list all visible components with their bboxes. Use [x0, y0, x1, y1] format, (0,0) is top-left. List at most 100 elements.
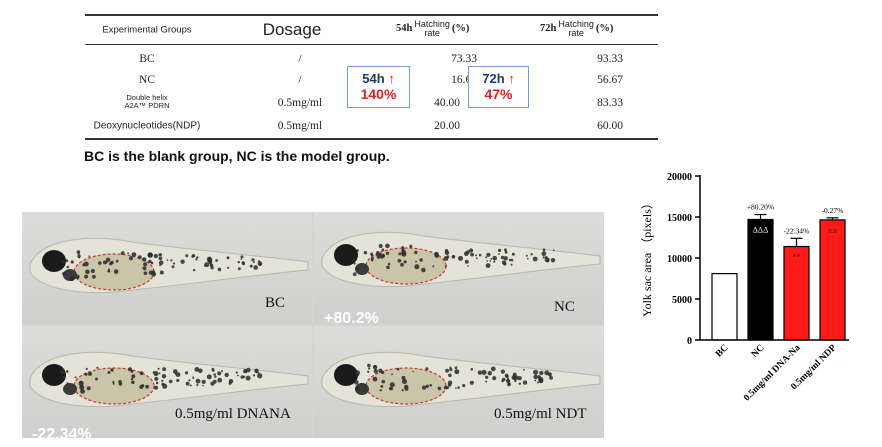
pigment-spot [240, 255, 244, 259]
pigment-spot [211, 369, 215, 372]
pigment-spot [213, 373, 216, 376]
pigment-spot [69, 276, 75, 282]
row-pdrn-dosage: 0.5mg/ml [277, 97, 323, 109]
bar-change-annotation: -0.27% [822, 206, 844, 215]
pigment-spot [237, 267, 241, 271]
pigment-spot [492, 255, 497, 261]
pigment-spot [523, 368, 525, 371]
pigment-spot [449, 368, 453, 372]
pigment-spot [64, 387, 66, 390]
pigment-spot [74, 376, 77, 379]
row-ndp-dosage: 0.5mg/ml [277, 120, 323, 132]
pigment-spot [355, 386, 360, 391]
pigment-spot [235, 371, 238, 374]
pigment-spot [512, 372, 517, 377]
pigment-spot [437, 386, 442, 391]
pigment-spot [98, 261, 102, 265]
pigment-spot [490, 258, 493, 260]
pigment-spot [184, 371, 189, 375]
pigment-spot [514, 379, 517, 383]
pigment-spot [155, 381, 159, 385]
header-72h-hatching: 72h Hatching rate (%) [540, 20, 613, 38]
header-72h-label-line2: rate [568, 27, 584, 38]
pigment-spot [485, 263, 491, 268]
pigment-spot [401, 389, 404, 392]
pigment-spot [92, 274, 96, 279]
pigment-spot [504, 250, 508, 254]
pigment-spot [481, 369, 487, 375]
fish-otic [63, 383, 77, 395]
pigment-spot [255, 371, 258, 374]
pigment-spot [82, 263, 86, 267]
pigment-spot [368, 367, 371, 370]
pigment-spot [458, 255, 463, 261]
pigment-spot [501, 377, 506, 382]
pigment-spot [541, 251, 547, 257]
pigment-spot [79, 385, 85, 390]
pigment-spot [363, 251, 368, 255]
photo-dnana-label: 0.5mg/ml DNANA [175, 406, 291, 422]
pigment-spot [66, 382, 69, 385]
pigment-spot [112, 382, 115, 385]
pigment-spot [208, 260, 213, 265]
zebrafish-nc-image [321, 231, 601, 288]
y-tick-label: 0 [687, 336, 692, 347]
y-tick-label: 5000 [672, 295, 692, 306]
pigment-spot [421, 385, 427, 390]
chart-x-tick-labels: BC NC0.5mg/ml DNA-Na0.5mg/ml NDP [714, 343, 839, 404]
pigment-spot [201, 379, 206, 384]
pigment-spot [475, 254, 477, 257]
pigment-spot [118, 380, 122, 384]
pigment-spot [432, 265, 435, 268]
header-72h-time: 72h [540, 23, 557, 34]
pigment-spot [110, 260, 114, 265]
zebrafish-ndt-image [321, 351, 601, 408]
bar-0 [711, 272, 738, 341]
pigment-spot [469, 248, 474, 253]
photo-bc-label: BC [265, 295, 286, 311]
pigment-spot [448, 373, 452, 378]
pigment-spot [476, 257, 478, 260]
pigment-spot [401, 249, 404, 252]
bar-significance-mark: ** [793, 253, 801, 262]
pigment-spot [224, 372, 229, 378]
pigment-spot [204, 262, 210, 268]
pigment-spot [245, 375, 251, 381]
pigment-spot [373, 369, 378, 374]
pigment-spot [157, 367, 160, 370]
y-tick-label: 10000 [667, 254, 692, 265]
pigment-spot [464, 251, 469, 256]
pigment-spot [131, 252, 137, 257]
pigment-spot [107, 270, 110, 273]
pigment-spot [113, 269, 119, 274]
pigment-spot [192, 268, 196, 272]
pigment-spot [228, 379, 234, 384]
pigment-spot [251, 258, 255, 262]
callout-54h: 54h ↑ 140% [347, 66, 410, 108]
pigment-spot [176, 378, 180, 383]
row-bc-dosage: / [298, 53, 302, 65]
pigment-spot [356, 374, 359, 377]
pigment-spot [78, 380, 84, 387]
pigment-spot [360, 382, 363, 385]
pigment-spot [409, 244, 413, 248]
x-tick-label: BC [714, 343, 731, 360]
pigment-spot [425, 367, 429, 371]
pigment-spot [154, 376, 159, 381]
pigment-spot [522, 380, 528, 385]
pigment-spot [470, 368, 474, 371]
pigment-spot [492, 376, 497, 381]
pigment-spot [96, 366, 99, 369]
pigment-spot [446, 386, 450, 390]
header-72h-label: Hatching rate [558, 20, 594, 38]
pigment-spot [217, 371, 222, 376]
pigment-spot [61, 259, 66, 264]
callout-72h-value: 47% [484, 86, 513, 102]
pigment-spot [530, 253, 533, 256]
pigment-spot [130, 370, 134, 373]
pigment-spot [173, 262, 176, 265]
pigment-spot [237, 260, 240, 264]
pigment-spot [202, 384, 204, 387]
pigment-spot [131, 380, 135, 385]
pigment-spot [445, 265, 448, 268]
